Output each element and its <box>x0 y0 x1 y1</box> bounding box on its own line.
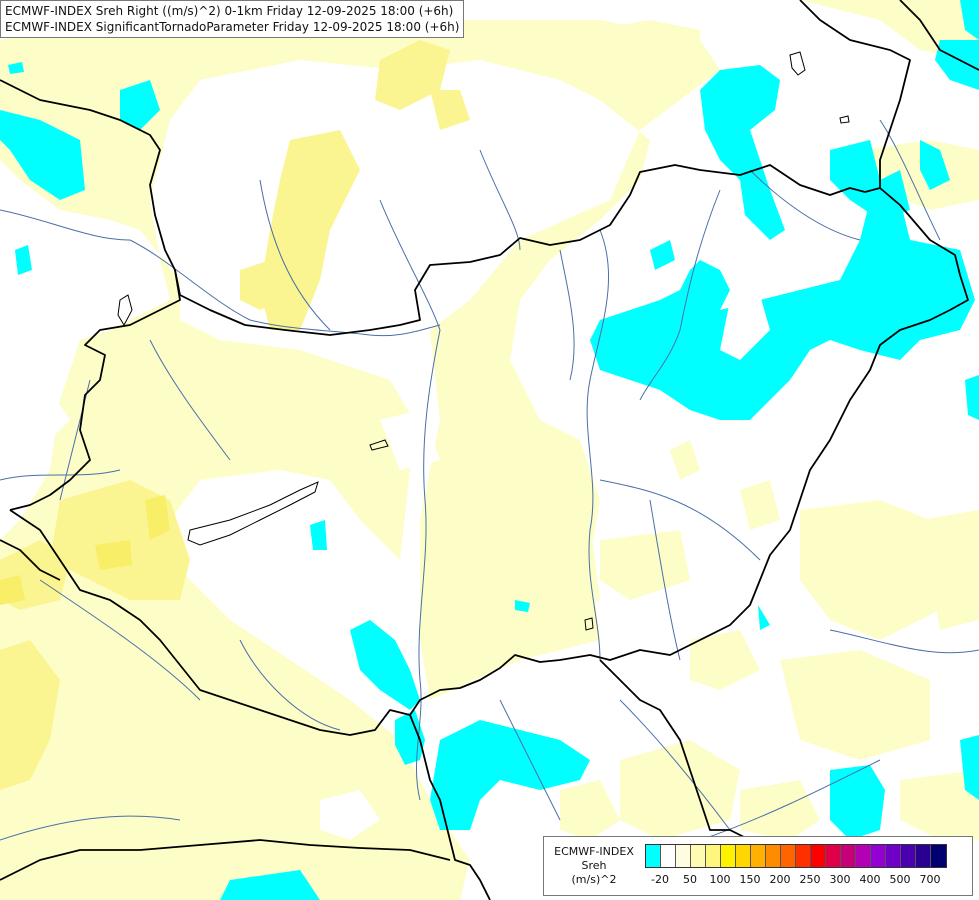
map-title-box: ECMWF-INDEX Sreh Right ((m/s)^2) 0-1km F… <box>0 0 465 38</box>
field-yellow <box>0 40 470 790</box>
legend-swatch <box>691 845 706 867</box>
legend-tick-label: 400 <box>859 873 881 886</box>
legend-swatch <box>751 845 766 867</box>
rivers <box>0 119 979 841</box>
legend-tick-label: 700 <box>919 873 941 886</box>
legend-swatch <box>706 845 721 867</box>
legend-swatch <box>871 845 886 867</box>
legend-swatch <box>736 845 751 867</box>
legend-swatch <box>796 845 811 867</box>
legend-tick-label: -20 <box>651 873 669 886</box>
legend-variable: Sreh <box>581 859 607 872</box>
legend-swatch <box>841 845 856 867</box>
legend-tick-label: 50 <box>683 873 697 886</box>
legend-tick-label: 100 <box>709 873 731 886</box>
legend-swatch <box>826 845 841 867</box>
legend-swatch <box>766 845 781 867</box>
legend-tick-label: 250 <box>799 873 821 886</box>
legend-swatch <box>901 845 916 867</box>
legend-tick-label: 150 <box>739 873 761 886</box>
legend-unit: (m/s)^2 <box>571 873 617 886</box>
field-deeper-yellow <box>0 495 170 605</box>
lakes <box>117 51 850 631</box>
color-legend: ECMWF-INDEX Sreh (m/s)^2 -20 50 100 150 200 2… <box>543 836 973 896</box>
legend-swatch <box>811 845 826 867</box>
title-line-2: ECMWF-INDEX SignificantTornadoParameter … <box>5 20 460 34</box>
legend-source: ECMWF-INDEX <box>554 845 634 858</box>
legend-swatch <box>916 845 931 867</box>
legend-swatch <box>931 845 946 867</box>
legend-ticks: -20 50 100 150 200 250 300 400 500 700 <box>645 873 975 889</box>
legend-swatch <box>721 845 736 867</box>
legend-swatch <box>856 845 871 867</box>
field-white-patches <box>0 160 540 840</box>
legend-tick-label: 200 <box>769 873 791 886</box>
legend-swatches <box>645 844 947 868</box>
legend-swatch <box>661 845 676 867</box>
legend-tick-label: 500 <box>889 873 911 886</box>
legend-swatch <box>646 845 661 867</box>
legend-tick-label: 300 <box>829 873 851 886</box>
title-line-1: ECMWF-INDEX Sreh Right ((m/s)^2) 0-1km F… <box>5 4 454 18</box>
legend-swatch <box>886 845 901 867</box>
legend-swatch <box>781 845 796 867</box>
legend-label: ECMWF-INDEX Sreh (m/s)^2 <box>548 845 640 887</box>
legend-swatch <box>676 845 691 867</box>
